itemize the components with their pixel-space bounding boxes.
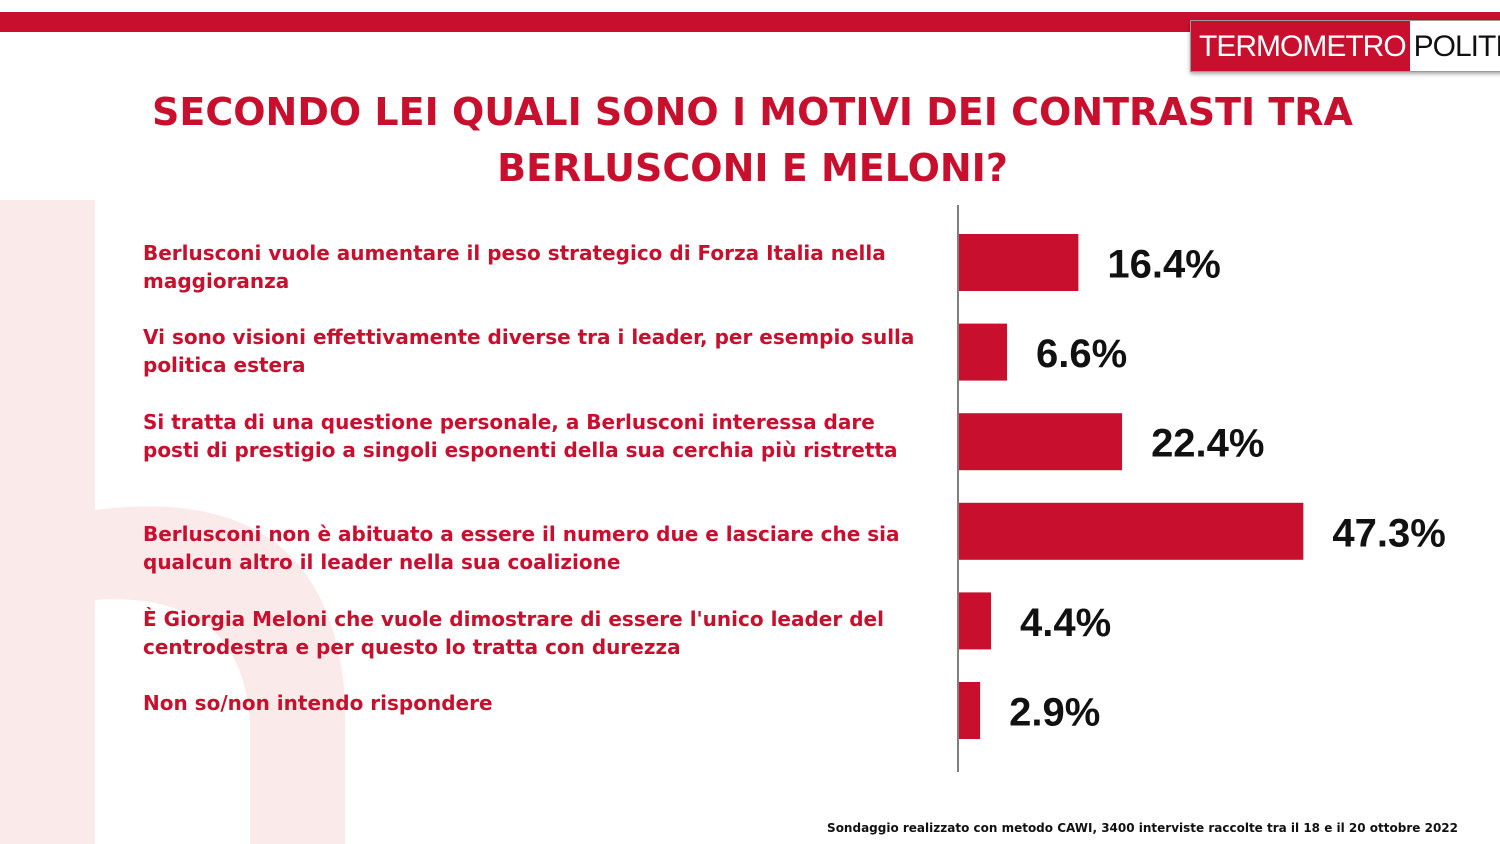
category-label: È Giorgia Meloni che vuole dimostrare di… <box>143 607 884 659</box>
bar-value-label: 6.6% <box>1036 332 1127 376</box>
bar-value-label: 16.4% <box>1107 243 1220 287</box>
chart-title: SECONDO LEI QUALI SONO I MOTIVI DEI CONT… <box>60 84 1445 196</box>
category-label: Berlusconi vuole aumentare il peso strat… <box>143 241 886 293</box>
bar <box>959 502 1304 560</box>
title-line-1: SECONDO LEI QUALI SONO I MOTIVI DEI CONT… <box>152 90 1353 134</box>
bar <box>959 413 1123 471</box>
category-label: Berlusconi non è abituato a essere il nu… <box>143 522 900 574</box>
category-label: Non so/non intendo rispondere <box>143 691 493 715</box>
bar-value-label: 22.4% <box>1151 422 1264 466</box>
bar <box>959 234 1079 291</box>
bar-value-label: 47.3% <box>1332 511 1445 555</box>
title-line-2: BERLUSCONI E MELONI? <box>497 146 1008 190</box>
category-label: Vi sono visioni effettivamente diverse t… <box>143 325 915 377</box>
bar <box>959 682 981 739</box>
survey-footnote: Sondaggio realizzato con metodo CAWI, 34… <box>827 821 1458 835</box>
category-label: Si tratta di una questione personale, a … <box>143 410 898 462</box>
bar <box>959 592 992 650</box>
logo-text-termometro: TERMOMETRO <box>1191 21 1410 71</box>
top-red-band <box>0 12 1500 32</box>
logo-text-politico: POLITICO <box>1409 21 1500 71</box>
bar-chart: 16.4% 6.6% 22.4% 47.3% 4.4% 2.9% <box>957 205 1446 772</box>
bar-value-label: 2.9% <box>1009 691 1100 735</box>
brand-logo: TERMOMETRO POLITICO <box>1190 20 1500 72</box>
bar-value-label: 4.4% <box>1020 601 1111 645</box>
bar <box>959 323 1008 381</box>
